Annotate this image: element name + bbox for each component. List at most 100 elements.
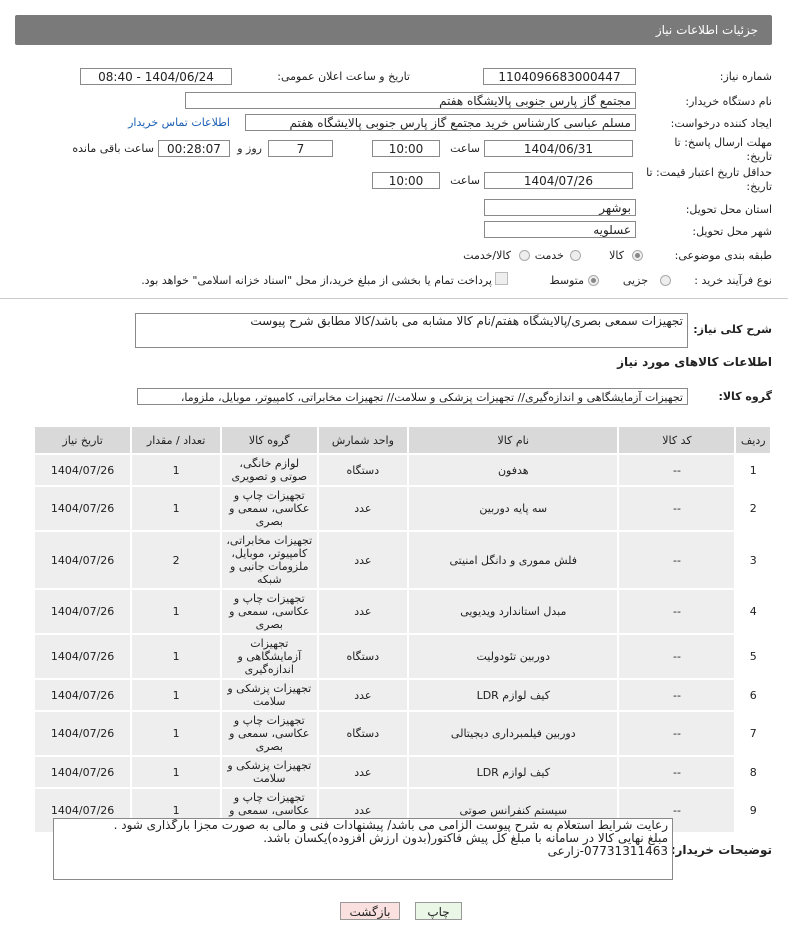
table-cell: -- xyxy=(617,755,737,789)
field-label: ساعت xyxy=(450,174,480,187)
table-cell: مبدل استاندارد ویدیویی xyxy=(407,588,620,635)
field-label: شهر محل تحویل: xyxy=(692,225,772,238)
field-label: شرح کلی نیاز: xyxy=(693,323,772,336)
table-row: 4 -- مبدل استاندارد ویدیویی عدد تجهیزات چاپ … xyxy=(32,588,772,635)
table-cell: 1 xyxy=(130,588,222,635)
table-cell: کیف لوازم LDR xyxy=(407,755,620,789)
table-cell: 6 xyxy=(734,678,772,712)
table-cell: تجهیزات پزشکی و سلامت xyxy=(219,678,319,712)
goods-group: تجهیزات آزمایشگاهی و اندازه‌گیری// تجهیز… xyxy=(137,388,688,405)
field-value: 1104096683000447 xyxy=(483,68,636,85)
field-label: استان محل تحویل: xyxy=(685,203,772,216)
table-cell: تجهیزات مخابراتی، کامپیوتر، موبایل، ملزو… xyxy=(219,530,319,590)
table-row: 6 -- کیف لوازم LDR عدد تجهیزات پزشکی و سلامت… xyxy=(32,678,772,712)
field-value: بوشهر xyxy=(484,199,636,216)
table-cell: تجهیزات چاپ و عکاسی، سمعی و بصری xyxy=(219,710,319,757)
table-cell: عدد xyxy=(316,588,410,635)
table-cell: 4 xyxy=(734,588,772,635)
field-label: گروه کالا: xyxy=(718,390,772,403)
column-header: کد کالا xyxy=(617,425,737,455)
table-cell: 1404/07/26 xyxy=(32,485,133,532)
field-value: مسلم عباسی کارشناس خرید مجتمع گاز پارس ج… xyxy=(245,114,636,131)
table-cell: دستگاه xyxy=(316,453,410,487)
table-cell: 5 xyxy=(734,633,772,680)
radio[interactable] xyxy=(660,275,671,286)
contact-link[interactable]: اطلاعات تماس خریدار xyxy=(128,116,230,129)
table-cell: سه پایه دوربین xyxy=(407,485,620,532)
field-label: ساعت باقی مانده xyxy=(72,142,154,155)
table-cell: -- xyxy=(617,710,737,757)
header-title: جزئیات اطلاعات نیاز xyxy=(655,23,758,37)
notes-line: رعایت شرایط استعلام به شرح پیوست الزامی … xyxy=(113,818,668,832)
table-cell: 9 xyxy=(734,787,772,834)
table-row: 1 -- هدفون دستگاه لوازم خانگی، صوتی و تصویری… xyxy=(32,453,772,487)
table-cell: عدد xyxy=(316,678,410,712)
table-cell: هدفون xyxy=(407,453,620,487)
radio[interactable] xyxy=(570,250,581,261)
divider xyxy=(0,298,788,299)
table-cell: تجهیزات چاپ و عکاسی، سمعی و بصری xyxy=(219,485,319,532)
table-row: 7 -- دوربین فیلمبرداری دیجیتالی دستگاه تجهیز… xyxy=(32,710,772,757)
goods-table: ردیف کد کالا نام کالا واحد شمارش گروه کالا تع… xyxy=(32,425,772,834)
field-value: 10:00 xyxy=(372,140,440,157)
table-cell: -- xyxy=(617,453,737,487)
field-label: توضیحات خریدار: xyxy=(670,843,772,857)
field-label: نوع فرآیند خرید : xyxy=(694,274,772,287)
radio[interactable] xyxy=(519,250,530,261)
back-button[interactable]: بازگشت xyxy=(340,902,400,920)
table-cell: 1404/07/26 xyxy=(32,588,133,635)
field-label: نام دستگاه خریدار: xyxy=(685,95,772,108)
field-value: 1404/06/24 - 08:40 xyxy=(80,68,232,85)
table-cell: عدد xyxy=(316,530,410,590)
column-header: واحد شمارش xyxy=(316,425,410,455)
table-cell: -- xyxy=(617,678,737,712)
table-cell: دوربین فیلمبرداری دیجیتالی xyxy=(407,710,620,757)
notes-box: رعایت شرایط استعلام به شرح پیوست الزامی … xyxy=(53,818,673,880)
radio[interactable] xyxy=(588,275,599,286)
table-row: 3 -- فلش مموری و دانگل امنیتی عدد تجهیزات مخ… xyxy=(32,530,772,590)
table-cell: -- xyxy=(617,530,737,590)
field-value: 7 xyxy=(268,140,333,157)
field-label: مهلت ارسال پاسخ: تا تاریخ: xyxy=(674,136,772,163)
table-cell: 1404/07/26 xyxy=(32,453,133,487)
table-cell: -- xyxy=(617,588,737,635)
table-cell: 8 xyxy=(734,755,772,789)
field-value: 1404/06/31 xyxy=(484,140,633,157)
table-cell: 1 xyxy=(130,633,222,680)
table-cell: 1 xyxy=(130,710,222,757)
notes-line: مبلغ نهایی کالا در سامانه با مبلغ کل پیش… xyxy=(263,831,668,845)
radio[interactable] xyxy=(632,250,643,261)
table-cell: دستگاه xyxy=(316,710,410,757)
option-label: متوسط xyxy=(549,274,584,287)
header-bar: جزئیات اطلاعات نیاز xyxy=(15,15,772,45)
column-header: گروه کالا xyxy=(219,425,319,455)
field-label: شماره نیاز: xyxy=(719,70,772,83)
table-cell: 1 xyxy=(130,678,222,712)
field-label: روز و xyxy=(237,142,262,155)
checkbox[interactable] xyxy=(495,272,508,285)
column-header: تعداد / مقدار xyxy=(130,425,222,455)
table-cell: 1 xyxy=(130,453,222,487)
field-value: 1404/07/26 xyxy=(484,172,633,189)
table-cell: 2 xyxy=(130,530,222,590)
field-value: عسلویه xyxy=(484,221,636,238)
table-cell: تجهیزات چاپ و عکاسی، سمعی و بصری xyxy=(219,588,319,635)
field-value: 00:28:07 xyxy=(158,140,230,157)
table-cell: عدد xyxy=(316,485,410,532)
table-header: ردیف کد کالا نام کالا واحد شمارش گروه کالا تع… xyxy=(32,425,772,455)
table-cell: دوربین تئودولیت xyxy=(407,633,620,680)
print-button[interactable]: چاپ xyxy=(415,902,462,920)
table-cell: 3 xyxy=(734,530,772,590)
table-cell: تجهیزات آزمایشگاهی و اندازه‌گیری xyxy=(219,633,319,680)
table-row: 2 -- سه پایه دوربین عدد تجهیزات چاپ و عکاسی،… xyxy=(32,485,772,532)
table-cell: 1404/07/26 xyxy=(32,755,133,789)
table-cell: 1404/07/26 xyxy=(32,530,133,590)
table-cell: 1 xyxy=(130,485,222,532)
table-cell: 1 xyxy=(734,453,772,487)
column-header: تاریخ نیاز xyxy=(32,425,133,455)
field-label: ایجاد کننده درخواست: xyxy=(670,117,772,130)
table-cell: لوازم خانگی، صوتی و تصویری xyxy=(219,453,319,487)
table-body: 1 -- هدفون دستگاه لوازم خانگی، صوتی و تصویری… xyxy=(32,453,772,834)
